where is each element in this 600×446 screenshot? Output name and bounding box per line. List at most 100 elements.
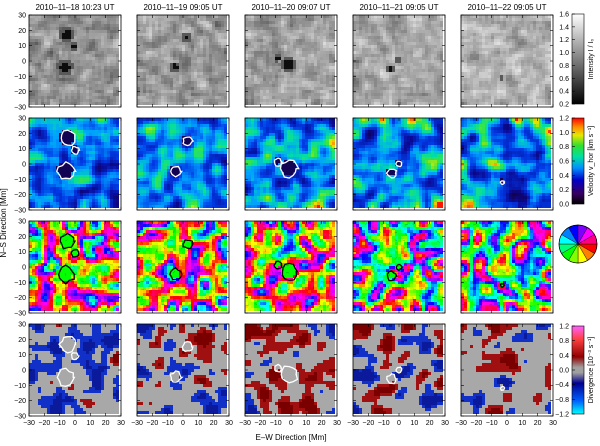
x-tick-label: 20: [318, 420, 326, 427]
panel-azimuth-5: [460, 220, 554, 314]
y-tick-label: −30: [14, 105, 26, 112]
panel-ticks: [244, 14, 338, 108]
y-tick-label: −20: [14, 89, 26, 96]
spot-contour: [182, 136, 195, 147]
x-tick-label: −30: [239, 420, 251, 427]
panel-image: [245, 118, 335, 208]
colorbar-label: Intensity I / I₀: [588, 39, 595, 80]
panel-image: [137, 324, 227, 414]
spot-contours: [273, 157, 300, 179]
x-tick-label: −20: [146, 420, 158, 427]
panel-divergence-3: [244, 323, 338, 417]
x-tick-label: 20: [426, 420, 434, 427]
colorbar-divergence: 1.2 0.8 0.4 0.0 −0.4 −0.8 −1.2 Divergence [10⁻³…: [555, 324, 595, 419]
spot-contour: [386, 270, 398, 282]
colorbar-tick-label: 0.0: [559, 368, 569, 375]
y-tick-label: 0: [22, 265, 26, 272]
panel-intensity-1: [28, 14, 122, 108]
panel-image: [353, 324, 443, 414]
panel-ticks: [460, 117, 554, 211]
panel-image: [245, 221, 335, 311]
y-tick-label: 30: [18, 13, 26, 20]
x-tick-label: −30: [455, 420, 467, 427]
colorbar-tick-label: 1.0: [559, 50, 569, 57]
spot-contour: [182, 239, 194, 250]
x-tick-label: 0: [505, 420, 509, 427]
y-tick-label: −20: [14, 192, 26, 199]
y-tick-label: 30: [18, 322, 26, 329]
y-tick-label: 10: [18, 249, 26, 256]
y-tick-label: 0: [22, 59, 26, 66]
spot-contours: [274, 363, 299, 384]
panel-intensity-4: [352, 14, 446, 108]
panel-divergence-1: [28, 323, 122, 417]
x-tick-label: 30: [225, 420, 233, 427]
colorbar-tick-label: 0.2: [559, 102, 569, 109]
panel-ticks: [136, 323, 230, 417]
panel-ticks: [460, 323, 554, 417]
column-date-label: 2010–11–21 09:05 UT: [359, 3, 438, 12]
panel-image: [461, 324, 551, 414]
panel-azimuth-3: [244, 220, 338, 314]
spot-contour: [181, 340, 194, 352]
spot-contour: [70, 145, 81, 155]
spot-contour: [499, 385, 506, 392]
panel-ticks: [244, 117, 338, 211]
x-tick-label: 10: [194, 420, 202, 427]
x-tick-label: 0: [73, 420, 77, 427]
x-tick-label: 10: [518, 420, 526, 427]
panel-image: [29, 15, 119, 105]
x-tick-label: 30: [441, 420, 449, 427]
y-tick-label: −20: [14, 295, 26, 302]
y-tick-label: 20: [18, 28, 26, 35]
spot-contour: [60, 129, 76, 147]
colorbar-tick-label: 0.6: [559, 76, 569, 83]
panel-ticks: [352, 117, 446, 211]
x-tick-label: 0: [181, 420, 185, 427]
panel-ticks: [28, 14, 122, 108]
x-tick-label: 0: [397, 420, 401, 427]
x-tick-label: −10: [270, 420, 282, 427]
spot-contour: [273, 157, 284, 167]
panel-image: [245, 324, 335, 414]
y-tick-label: 30: [18, 219, 26, 226]
spot-contour: [58, 264, 76, 285]
x-tick-label: 10: [86, 420, 94, 427]
x-tick-label: 30: [117, 420, 125, 427]
panel-ticks: [352, 323, 446, 417]
colorbar-tick-label: 0.4: [559, 89, 569, 96]
spot-contour: [58, 336, 77, 354]
spot-contour: [56, 367, 76, 387]
column-date-label: 2010–11–19 09:05 UT: [143, 3, 222, 12]
panel-velocity-5: [460, 117, 554, 211]
column-date-label: 2010–11–20 09:07 UT: [251, 3, 330, 12]
colorbar-tick-label: 0.8: [559, 63, 569, 70]
panel-ticks: [136, 117, 230, 211]
spot-contours: [499, 180, 506, 185]
spot-contour: [281, 262, 299, 282]
panel-image: [137, 15, 227, 105]
panel-azimuth-2: [136, 220, 230, 314]
panel-divergence-5: [460, 323, 554, 417]
colorbar-tick-label: 0.8: [559, 338, 569, 345]
y-tick-label: −10: [14, 177, 26, 184]
panel-image: [461, 118, 551, 208]
x-tick-label: −10: [486, 420, 498, 427]
spot-contour: [395, 366, 403, 374]
labels-layer: 2010–11–18 10:23 UT 2010–11–19 09:05 UT 20…: [0, 3, 557, 442]
colorbar-tick-label: −1.2: [555, 412, 569, 419]
spot-contours: [169, 239, 194, 281]
panels-layer: [28, 14, 554, 417]
x-tick-label: 30: [549, 420, 557, 427]
panel-image: [29, 118, 119, 208]
y-tick-label: −30: [14, 414, 26, 421]
x-axis-title: E–W Direction [Mm]: [255, 433, 326, 442]
flow-arrows: [246, 221, 332, 308]
x-tick-label: −10: [378, 420, 390, 427]
x-tick-label: 0: [289, 420, 293, 427]
y-tick-label: 0: [22, 368, 26, 375]
panel-image: [29, 221, 119, 311]
colorbar-tick-label: 0.0: [559, 202, 569, 209]
y-tick-label: 30: [18, 116, 26, 123]
azimuth-color-wheel: [558, 224, 598, 264]
